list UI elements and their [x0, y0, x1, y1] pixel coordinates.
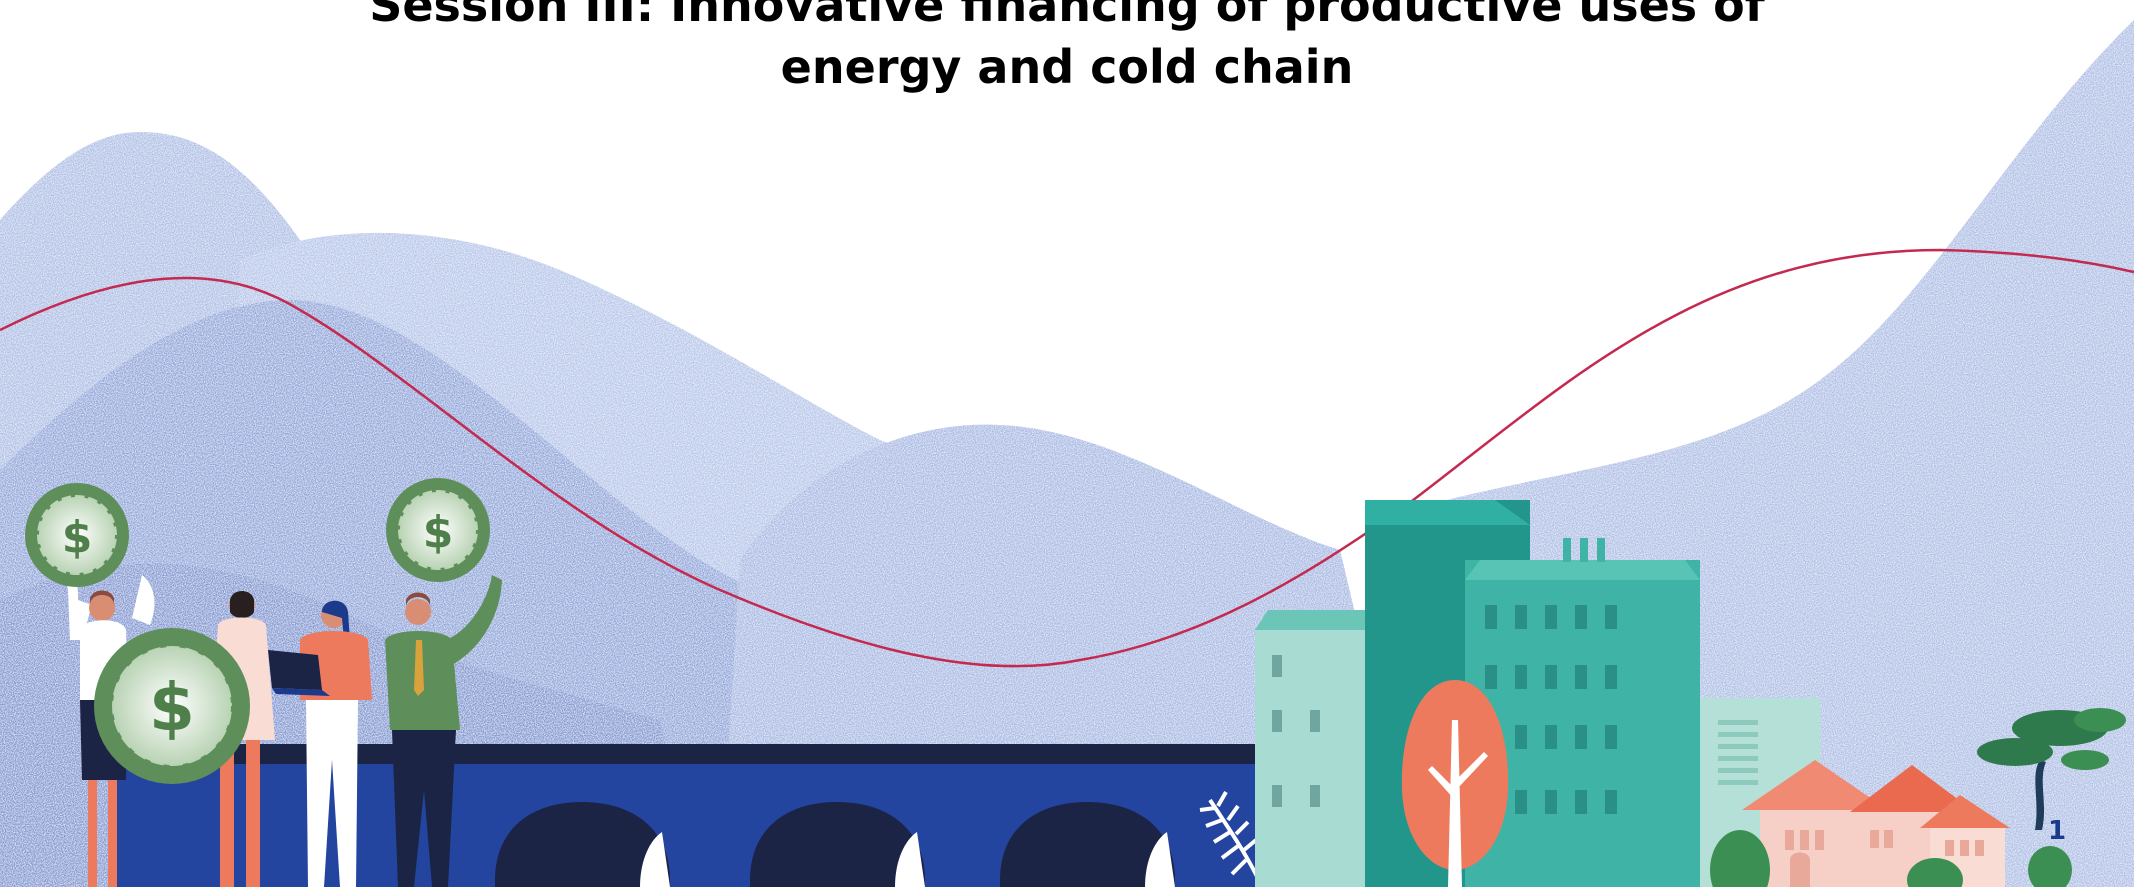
person-man-raising-coin: [385, 575, 502, 887]
title-line-1: Session III: Innovative financing of pro…: [369, 0, 1765, 32]
house-front-roof: [1920, 795, 2010, 828]
coin-icon-left: $: [25, 483, 129, 587]
chimney-2: [1580, 538, 1588, 562]
page-number: 1: [2048, 816, 2067, 846]
person-woman-with-laptop: [268, 600, 372, 887]
chimney-1: [1563, 538, 1571, 562]
bonsai-tree: [1977, 708, 2126, 830]
trend-line: [0, 248, 2134, 668]
bridge-arch-3: [1000, 802, 1175, 887]
bridge-arch-1: [495, 802, 670, 887]
slide-title: Session III: Innovative financing of pro…: [0, 0, 2134, 98]
chimney-3: [1597, 538, 1605, 562]
building-tall-teal-roof: [1365, 500, 1530, 525]
coin-symbol-right: $: [423, 507, 454, 558]
title-line-2: energy and cold chain: [780, 40, 1354, 94]
person-woman-holding-coin: [66, 571, 155, 887]
bridge-arch-inner-light-1: [640, 832, 670, 887]
bridge-arch-inner-light-2: [895, 832, 925, 887]
coral-tree: [1401, 680, 1509, 887]
building-light-left-roof: [1255, 610, 1395, 630]
coin-icon-right: $: [386, 478, 490, 582]
bridge-deck: [110, 744, 1290, 764]
bridge-arch-2: [750, 802, 925, 887]
building-main-teal-roof: [1465, 560, 1700, 580]
people-group: $ $ $: [25, 478, 502, 887]
house-left-roof: [1742, 760, 1888, 810]
coin-symbol-center: $: [149, 669, 195, 746]
laptop-icon: [268, 650, 322, 690]
coin-icon-center: $: [94, 628, 250, 784]
tree-trunk: [1448, 720, 1462, 887]
bridge: [110, 744, 1290, 887]
bushes: [1710, 830, 2072, 887]
house-right-roof: [1850, 765, 1975, 812]
building-main-windows: [1485, 605, 1617, 814]
bridge-arch-inner-light-3: [1145, 832, 1175, 887]
coin-symbol-left: $: [62, 512, 93, 563]
